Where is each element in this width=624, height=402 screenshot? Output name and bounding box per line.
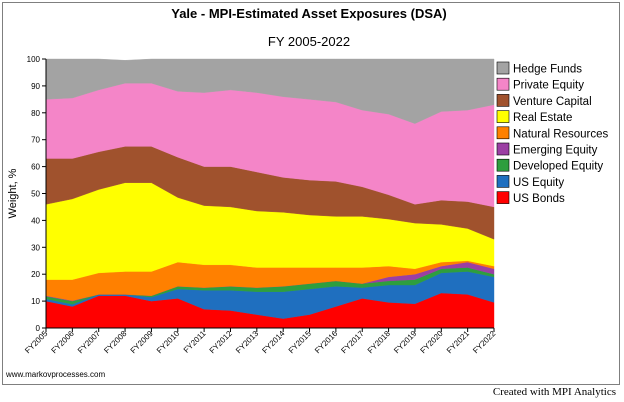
y-tick-label: 100 — [27, 55, 41, 64]
x-tick-label: FY2009 — [129, 329, 156, 356]
y-tick-label: 40 — [31, 216, 40, 225]
x-tick-label: FY2018 — [366, 329, 393, 356]
x-tick-label: FY2008 — [102, 329, 129, 356]
chart-title: Yale - MPI-Estimated Asset Exposures (DS… — [171, 6, 447, 21]
legend-swatch-emerging-equity — [496, 142, 510, 156]
x-tick-label: FY2019 — [392, 329, 419, 356]
y-tick-label: 30 — [31, 243, 40, 252]
legend-swatch-developed-equity — [496, 158, 510, 172]
x-tick-label: FY2013 — [234, 329, 261, 356]
x-tick-label: FY2017 — [339, 329, 366, 356]
y-tick-label: 90 — [31, 82, 40, 91]
area-hedge-funds — [45, 58, 495, 124]
x-tick-label: FY2020 — [419, 329, 446, 356]
legend-swatch-natural-resources — [496, 126, 510, 140]
y-tick-label: 20 — [31, 270, 40, 279]
x-tick-label: FY2010 — [155, 329, 182, 356]
legend-label-real-estate: Real Estate — [513, 112, 572, 124]
legend-label-us-bonds: US Bonds — [513, 193, 565, 205]
legend-swatch-us-equity — [496, 175, 510, 188]
legend-label-emerging-equity: Emerging Equity — [513, 145, 598, 157]
legend-swatch-private-equity — [496, 77, 510, 91]
x-tick-label: FY2014 — [260, 329, 287, 356]
y-tick-label: 70 — [31, 136, 40, 145]
website-footer: www.markovprocesses.com — [6, 370, 106, 379]
legend-label-natural-resources: Natural Resources — [513, 128, 608, 140]
y-axis-label: Weight, % — [7, 168, 19, 218]
x-tick-label: FY2021 — [445, 329, 472, 356]
legend-label-hedge-funds: Hedge Funds — [513, 64, 582, 76]
legend-swatch-real-estate — [496, 110, 510, 123]
chart-legend: Hedge Funds Private Equity Venture Capital… — [496, 61, 608, 205]
chart-subtitle: FY 2005-2022 — [267, 34, 351, 49]
y-tick-label: 60 — [31, 163, 40, 172]
legend-swatch-hedge-funds — [496, 61, 510, 75]
x-tick-label: FY2015 — [287, 329, 314, 356]
x-tick-label: FY2022 — [471, 329, 498, 356]
credit-footer: Created with MPI Analytics — [492, 386, 616, 398]
x-tick-label: FY2012 — [208, 329, 235, 356]
chart-areas — [45, 58, 495, 329]
legend-swatch-venture-capital — [496, 94, 510, 107]
legend-label-us-equity: US Equity — [513, 177, 564, 189]
y-tick-label: 80 — [31, 109, 40, 118]
x-tick-label: FY2006 — [50, 329, 77, 356]
x-tick-label: FY2011 — [182, 329, 208, 355]
x-tick-label: FY2016 — [313, 329, 340, 356]
y-tick-label: 50 — [31, 190, 40, 199]
legend-label-private-equity: Private Equity — [513, 80, 584, 92]
legend-label-developed-equity: Developed Equity — [513, 161, 603, 173]
legend-label-venture-capital: Venture Capital — [513, 96, 592, 108]
legend-swatch-us-bonds — [496, 191, 510, 204]
y-tick-label: 0 — [36, 324, 41, 333]
y-tick-label: 10 — [31, 297, 40, 306]
x-tick-label: FY2007 — [76, 329, 103, 356]
